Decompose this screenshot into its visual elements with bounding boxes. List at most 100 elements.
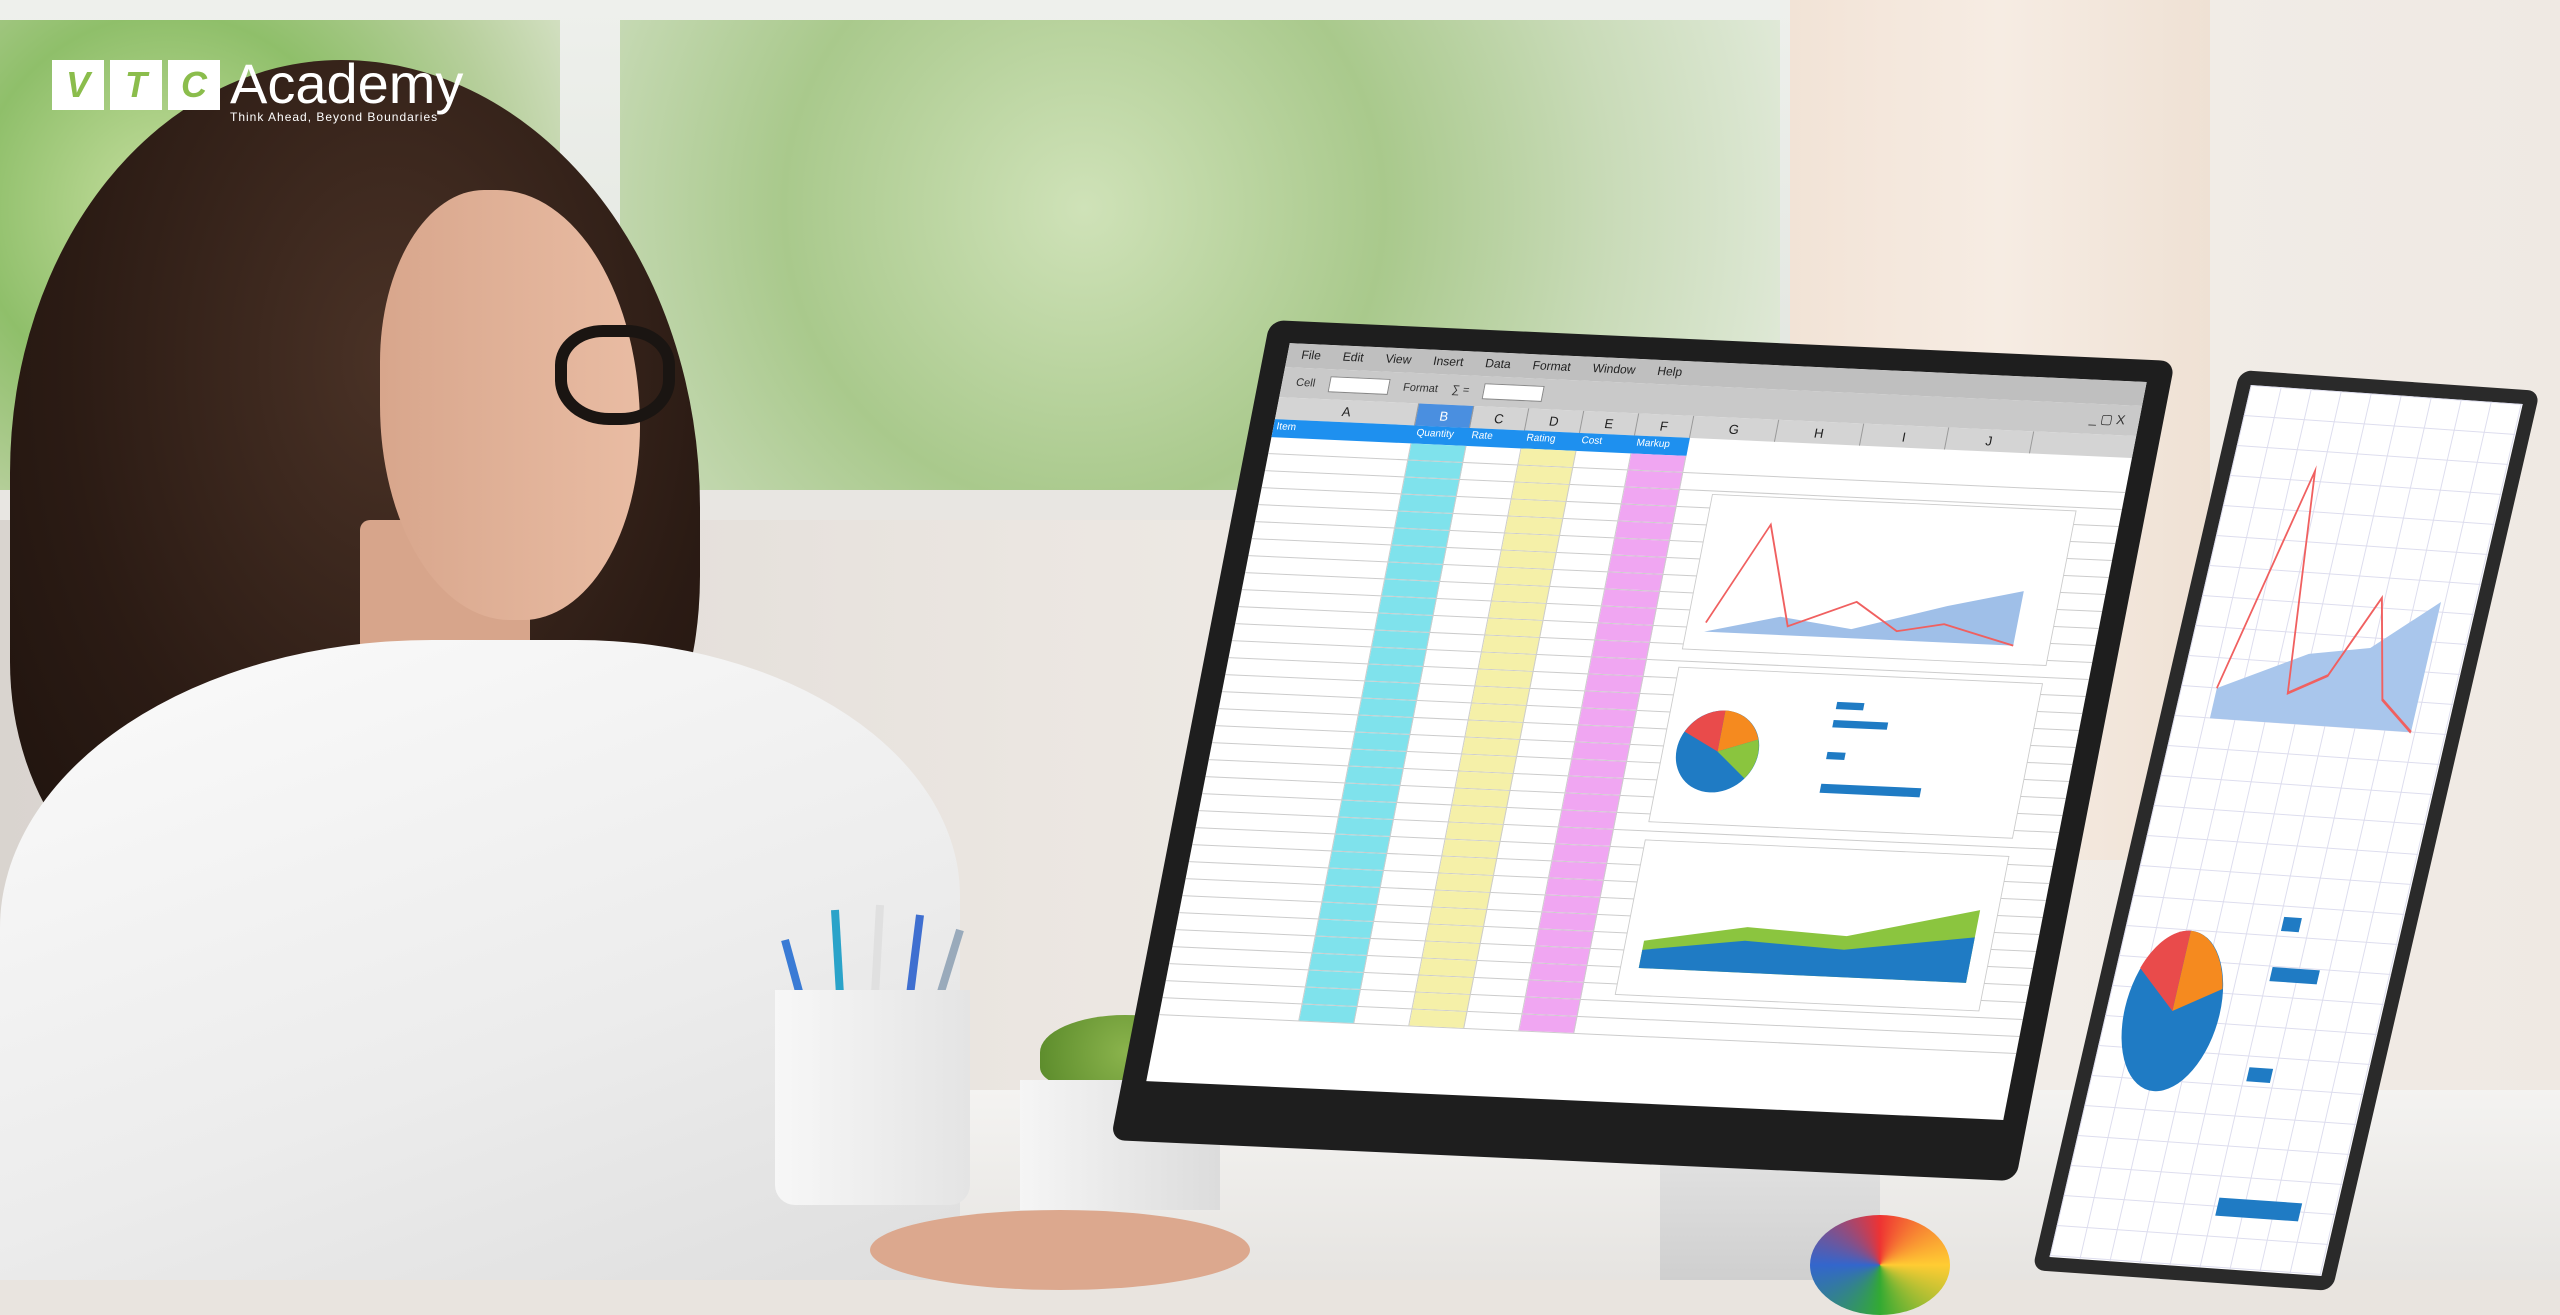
table-cell[interactable] xyxy=(1452,788,1511,807)
table-cell[interactable] xyxy=(1484,909,1543,929)
table-cell[interactable] xyxy=(1605,572,1664,591)
table-cell[interactable] xyxy=(1533,654,1592,674)
table-cell[interactable] xyxy=(1563,501,1622,521)
column-header-f[interactable]: F xyxy=(1634,413,1695,438)
menu-view[interactable]: View xyxy=(1384,351,1413,367)
table-cell[interactable] xyxy=(1433,598,1492,618)
table-cell[interactable] xyxy=(1498,550,1557,569)
table-cell[interactable] xyxy=(1410,717,1469,737)
table-cell[interactable] xyxy=(1485,618,1544,637)
table-cell[interactable] xyxy=(1407,734,1466,754)
table-cell[interactable] xyxy=(1432,890,1491,909)
table-cell[interactable] xyxy=(1530,671,1589,691)
table-cell[interactable] xyxy=(1384,853,1443,873)
table-cell[interactable] xyxy=(1335,817,1394,836)
table-cell[interactable] xyxy=(1517,739,1576,759)
table-cell[interactable] xyxy=(1380,870,1439,890)
table-cell[interactable] xyxy=(1409,1009,1468,1028)
table-cell[interactable] xyxy=(1529,963,1588,982)
table-cell[interactable] xyxy=(1422,941,1481,960)
table-cell[interactable] xyxy=(1562,793,1621,812)
table-cell[interactable] xyxy=(1519,1014,1578,1033)
table-cell[interactable] xyxy=(1467,994,1526,1014)
table-cell[interactable] xyxy=(1445,822,1504,841)
table-cell[interactable] xyxy=(1494,858,1553,878)
table-cell[interactable] xyxy=(1472,686,1531,705)
table-cell[interactable] xyxy=(1355,715,1414,734)
table-cell[interactable] xyxy=(1543,603,1602,623)
table-cell[interactable] xyxy=(1618,504,1677,523)
table-cell[interactable] xyxy=(1591,640,1651,659)
table-cell[interactable] xyxy=(1426,632,1486,652)
menu-window[interactable]: Window xyxy=(1591,360,1637,377)
table-cell[interactable] xyxy=(1357,989,1416,1009)
table-cell[interactable] xyxy=(1518,448,1577,467)
table-cell[interactable] xyxy=(1439,856,1498,875)
table-cell[interactable] xyxy=(1553,552,1612,572)
table-cell[interactable] xyxy=(1508,499,1567,518)
menu-data[interactable]: Data xyxy=(1484,356,1513,372)
table-cell[interactable] xyxy=(1549,861,1608,880)
table-cell[interactable] xyxy=(1475,669,1534,688)
table-cell[interactable] xyxy=(1325,868,1384,887)
table-cell[interactable] xyxy=(1458,754,1517,773)
table-cell[interactable] xyxy=(1595,623,1654,642)
table-cell[interactable] xyxy=(1578,708,1637,727)
table-cell[interactable] xyxy=(1403,751,1462,771)
table-cell[interactable] xyxy=(1348,749,1407,768)
table-cell[interactable] xyxy=(1362,681,1421,700)
table-cell[interactable] xyxy=(1478,652,1537,671)
table-cell[interactable] xyxy=(1443,547,1502,567)
table-cell[interactable] xyxy=(1550,569,1609,589)
table-cell[interactable] xyxy=(1375,613,1434,632)
table-cell[interactable] xyxy=(1480,926,1539,946)
table-cell[interactable] xyxy=(1542,895,1601,914)
table-cell[interactable] xyxy=(1453,496,1512,516)
table-cell[interactable] xyxy=(1490,875,1549,895)
table-cell[interactable] xyxy=(1495,567,1554,586)
table-cell[interactable] xyxy=(1400,768,1459,788)
table-cell[interactable] xyxy=(1598,606,1657,625)
table-cell[interactable] xyxy=(1474,960,1533,980)
table-cell[interactable] xyxy=(1429,907,1488,926)
table-cell[interactable] xyxy=(1338,800,1398,819)
table-cell[interactable] xyxy=(1413,700,1472,720)
table-cell[interactable] xyxy=(1540,620,1599,640)
table-cell[interactable] xyxy=(1417,683,1476,703)
table-cell[interactable] xyxy=(1568,759,1627,778)
table-cell[interactable] xyxy=(1312,936,1371,955)
table-cell[interactable] xyxy=(1430,615,1489,635)
table-cell[interactable] xyxy=(1477,943,1536,963)
table-cell[interactable] xyxy=(1546,586,1606,606)
table-cell[interactable] xyxy=(1556,535,1615,555)
table-cell[interactable] xyxy=(1371,630,1431,649)
table-cell[interactable] xyxy=(1354,1006,1413,1026)
table-cell[interactable] xyxy=(1481,635,1541,654)
table-cell[interactable] xyxy=(1419,958,1478,977)
table-cell[interactable] xyxy=(1446,530,1505,550)
table-cell[interactable] xyxy=(1488,601,1547,620)
table-cell[interactable] xyxy=(1385,562,1444,581)
table-cell[interactable] xyxy=(1552,844,1611,863)
table-cell[interactable] xyxy=(1463,445,1522,465)
sum-icon[interactable]: ∑ = xyxy=(1450,383,1471,397)
column-header-j[interactable]: J xyxy=(1944,427,2035,454)
table-cell[interactable] xyxy=(1539,912,1598,931)
table-cell[interactable] xyxy=(1522,997,1581,1016)
table-cell[interactable] xyxy=(1398,494,1457,513)
table-cell[interactable] xyxy=(1436,581,1496,601)
table-cell[interactable] xyxy=(1319,902,1378,921)
cell-reference-input[interactable] xyxy=(1327,376,1391,395)
table-cell[interactable] xyxy=(1377,887,1436,907)
table-cell[interactable] xyxy=(1302,987,1361,1006)
table-cell[interactable] xyxy=(1381,579,1441,598)
table-cell[interactable] xyxy=(1464,1011,1523,1031)
table-cell[interactable] xyxy=(1582,691,1641,710)
table-cell[interactable] xyxy=(1532,946,1591,965)
table-cell[interactable] xyxy=(1608,555,1667,574)
table-cell[interactable] xyxy=(1345,766,1404,785)
table-cell[interactable] xyxy=(1388,545,1447,564)
table-cell[interactable] xyxy=(1460,462,1519,482)
table-cell[interactable] xyxy=(1503,807,1563,827)
table-cell[interactable] xyxy=(1527,688,1586,708)
